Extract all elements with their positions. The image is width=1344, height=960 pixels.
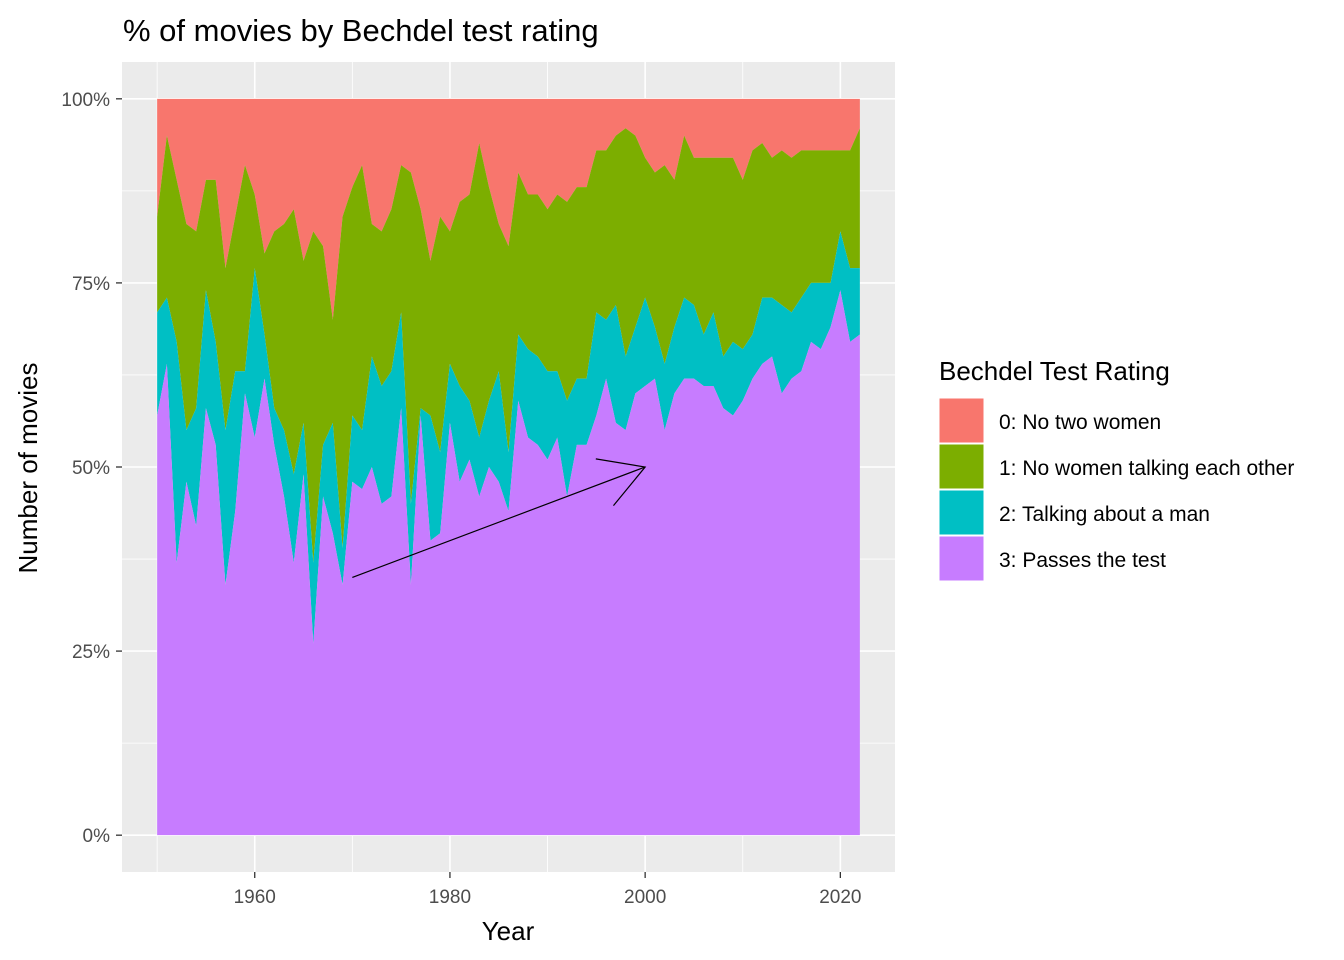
area-2-talking-about-a-man (157, 231, 860, 644)
annotation-arrow-shaft (352, 466, 646, 579)
legend-label-0-no-two-women: 0: No two women (999, 411, 1161, 434)
y-axis-title: Number of movies (13, 363, 43, 574)
legend-swatch-2-talking-about-a-man (938, 489, 985, 536)
y-axis: 0% 25% 50% 75% 100% (61, 90, 122, 847)
area-3-passes-the-test (157, 290, 860, 836)
legend-swatch-3-passes-the-test (938, 535, 985, 582)
area-1-no-women-talking-each-other (157, 128, 860, 563)
x-tick-label: 1960 (234, 887, 276, 908)
annotation-layer (352, 458, 647, 579)
x-axis-title: Year (482, 916, 535, 946)
x-tick-label: 1980 (429, 887, 471, 908)
x-tick-label: 2000 (624, 887, 666, 908)
legend-swatch-0-no-two-women (938, 397, 985, 444)
y-tick-label: 50% (72, 458, 110, 479)
y-tick-label: 0% (83, 826, 111, 847)
annotation-arrow-head (595, 458, 647, 507)
legend-label-3-passes-the-test: 3: Passes the test (999, 549, 1166, 572)
chart-title: % of movies by Bechdel test rating (123, 13, 599, 48)
y-tick-label: 25% (72, 642, 110, 663)
area-0-no-two-women (157, 98, 860, 320)
legend-items: 0: No two women 1: No women talking each … (938, 397, 1294, 582)
legend-label-2-talking-about-a-man: 2: Talking about a man (999, 503, 1210, 526)
legend-label-1-no-women-talking-each-other: 1: No women talking each other (999, 457, 1294, 480)
x-axis: 1960 1980 2000 2020 (234, 872, 861, 908)
legend-title: Bechdel Test Rating (939, 356, 1170, 386)
y-tick-label: 100% (61, 90, 110, 111)
y-tick-label: 75% (72, 274, 110, 295)
stacked-areas (157, 98, 860, 836)
legend: Bechdel Test Rating 0: No two women 1: No… (938, 356, 1294, 582)
x-tick-label: 2020 (819, 887, 861, 908)
legend-swatch-1-no-women-talking-each-other (938, 443, 985, 490)
